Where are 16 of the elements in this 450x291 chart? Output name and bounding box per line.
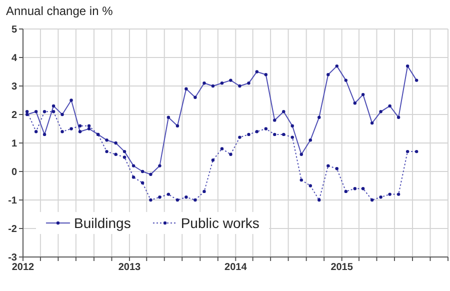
y-tick-label: 3 bbox=[11, 82, 18, 93]
y-axis-title: Annual change in % bbox=[6, 4, 113, 18]
y-tick-label: 0 bbox=[11, 167, 18, 178]
y-tick-label: 1 bbox=[11, 138, 18, 150]
x-tick-label: 2013 bbox=[118, 262, 142, 274]
y-tick-label: -1 bbox=[8, 196, 18, 207]
y-tick-label: 5 bbox=[11, 24, 18, 36]
x-tick-label: 2015 bbox=[330, 262, 354, 274]
legend-label: Buildings bbox=[74, 215, 131, 231]
x-tick-label: 2014 bbox=[224, 262, 248, 274]
y-tick-label: 2 bbox=[11, 110, 18, 122]
legend-label: Public works bbox=[180, 215, 260, 231]
y-tick-label: -3 bbox=[8, 252, 18, 264]
x-tick-label: 2012 bbox=[12, 262, 35, 274]
y-tick-label: -2 bbox=[8, 224, 18, 236]
y-tick-label: 4 bbox=[11, 53, 18, 64]
